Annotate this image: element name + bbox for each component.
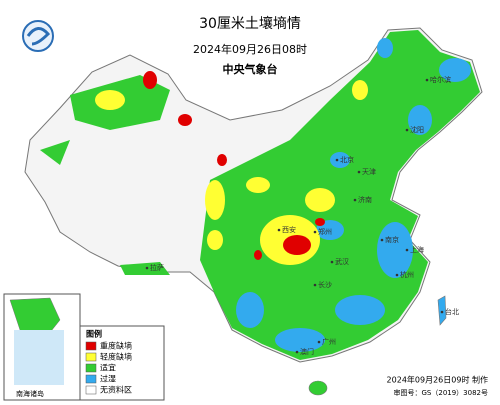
city-dot <box>335 158 339 162</box>
city-label: 北京 <box>340 155 354 164</box>
moisture-severe-drought <box>143 71 325 260</box>
city-label: 天津 <box>362 168 376 176</box>
logo <box>22 20 54 52</box>
city-dot <box>440 310 444 314</box>
moisture-suitable <box>120 262 170 275</box>
inset-label: 南海诸岛 <box>16 389 44 398</box>
city-label: 武汉 <box>335 257 349 266</box>
city-dot <box>405 248 409 252</box>
city-label: 济南 <box>358 195 372 204</box>
legend-swatch <box>85 374 97 384</box>
city-label: 广州 <box>322 337 336 346</box>
city-dot <box>380 238 384 242</box>
inset-sea <box>14 330 64 385</box>
city-dot <box>405 128 409 132</box>
city-label: 澳门 <box>300 347 314 356</box>
city-label: 杭州 <box>400 270 414 279</box>
city-dot <box>277 228 281 232</box>
map-time: 2024年09月26日08时 <box>193 42 307 56</box>
city-label: 长沙 <box>318 280 332 289</box>
legend-swatch <box>85 352 97 362</box>
logo <box>26 27 51 46</box>
city-label: 南京 <box>385 235 399 244</box>
city-label: 沈阳 <box>410 125 424 134</box>
moisture-wet <box>236 38 471 352</box>
legend-swatch <box>85 341 97 351</box>
city-label: 哈尔滨 <box>430 75 451 84</box>
city-dot <box>395 273 399 277</box>
legend-label: 适宜 <box>100 363 116 373</box>
city-label: 拉萨 <box>150 263 164 272</box>
legend-title: 图例 <box>86 329 102 339</box>
city-dot <box>330 260 334 264</box>
legend-swatch <box>85 385 97 395</box>
legend-label: 过湿 <box>100 374 116 384</box>
city-dot <box>317 340 321 344</box>
city-label: 台北 <box>445 307 459 316</box>
city-dot <box>353 198 357 202</box>
city-dot <box>313 283 317 287</box>
city-label: 上海 <box>410 245 424 254</box>
legend-label: 重度缺墒 <box>100 341 132 351</box>
legend-swatch <box>85 363 97 373</box>
city-dot <box>357 170 361 174</box>
city-label: 郑州 <box>318 228 332 236</box>
legend-label: 轻度缺墒 <box>100 352 132 362</box>
city-dot <box>425 78 429 82</box>
map-title: 30厘米土壤墒情 <box>199 15 301 32</box>
city-dot <box>145 266 149 270</box>
city-dot <box>295 350 299 354</box>
footer-made: 2024年09月26日09时 制作 <box>387 375 488 385</box>
taiwan <box>437 295 447 326</box>
city-dot <box>313 230 317 234</box>
moisture-suitable <box>40 140 70 165</box>
legend-label: 无资料区 <box>100 385 132 395</box>
map-issuer: 中央气象台 <box>223 62 278 76</box>
hainan <box>308 380 328 396</box>
footer-approval: 审图号：GS（2019）3082号 <box>394 388 489 397</box>
city-label: 西安 <box>282 225 296 234</box>
